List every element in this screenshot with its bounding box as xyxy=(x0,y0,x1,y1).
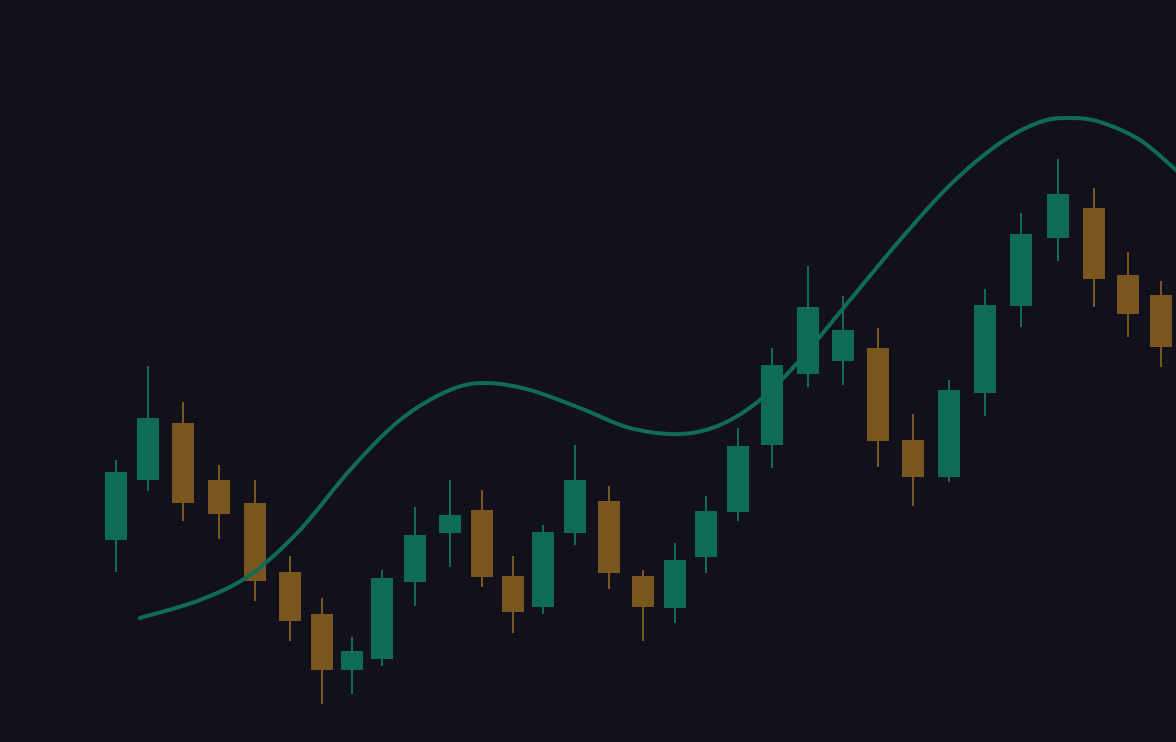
candle-body xyxy=(105,472,127,540)
candle-body xyxy=(502,576,524,612)
candle-body xyxy=(244,503,266,581)
candle-body xyxy=(832,330,854,361)
candle-body xyxy=(404,535,426,582)
candle-body xyxy=(471,510,493,577)
candle-body xyxy=(1150,295,1172,347)
candle-body xyxy=(867,348,889,441)
candle-body xyxy=(727,446,749,512)
candle-body xyxy=(137,418,159,480)
candle-body xyxy=(439,515,461,533)
candle-body xyxy=(279,572,301,621)
candle-body xyxy=(311,614,333,670)
trend-line xyxy=(138,115,1176,620)
candle-body xyxy=(1010,234,1032,306)
candle-body xyxy=(1083,208,1105,279)
candle-body xyxy=(664,560,686,608)
candle-body xyxy=(761,365,783,445)
candle-body xyxy=(1047,194,1069,238)
candle-body xyxy=(902,440,924,477)
candle-body xyxy=(598,501,620,573)
candle-body xyxy=(172,423,194,503)
candle-body xyxy=(632,576,654,607)
candle-body xyxy=(974,305,996,393)
candle-body xyxy=(1117,275,1139,314)
candle-body xyxy=(532,532,554,607)
candle-body xyxy=(695,511,717,557)
candle-body xyxy=(208,480,230,514)
candle-body xyxy=(341,651,363,670)
candle-body xyxy=(938,390,960,477)
candle-body xyxy=(564,480,586,533)
candle-body xyxy=(371,578,393,659)
